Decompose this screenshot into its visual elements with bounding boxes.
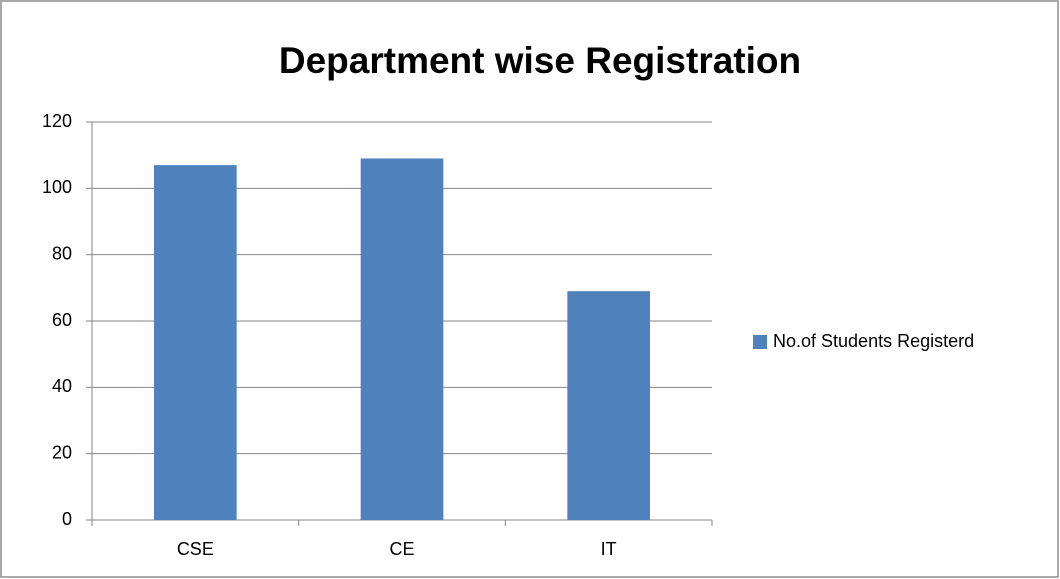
legend-swatch [753, 335, 767, 349]
y-tick-label: 60 [52, 310, 72, 330]
bar [567, 291, 650, 520]
x-tick-label: CSE [177, 539, 214, 559]
chart-title: Department wise Registration [279, 40, 801, 81]
y-tick-label: 20 [52, 442, 72, 462]
bar [154, 165, 237, 520]
x-tick-label: IT [601, 539, 617, 559]
bar [360, 158, 444, 520]
y-tick-label: 0 [62, 509, 72, 529]
y-tick-label: 120 [42, 111, 72, 131]
x-tick-label: CE [389, 539, 414, 559]
legend-label: No.of Students Registerd [773, 331, 974, 351]
y-tick-label: 80 [52, 243, 72, 263]
y-tick-label: 40 [52, 376, 72, 396]
y-tick-label: 100 [42, 177, 72, 197]
